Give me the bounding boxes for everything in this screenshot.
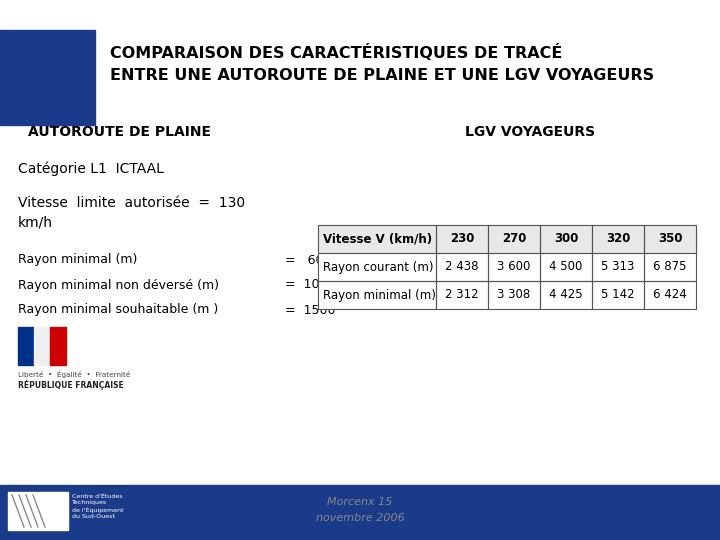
Text: Catégorie L1  ICTAAL: Catégorie L1 ICTAAL xyxy=(18,162,164,176)
Text: 4 425: 4 425 xyxy=(549,288,582,301)
Text: =   600: = 600 xyxy=(285,253,331,267)
Text: 2 312: 2 312 xyxy=(445,288,479,301)
Bar xyxy=(592,253,644,281)
Bar xyxy=(50,327,66,365)
Bar xyxy=(436,253,488,281)
Bar xyxy=(644,281,696,309)
Text: LGV VOYAGEURS: LGV VOYAGEURS xyxy=(465,125,595,139)
Text: 3 308: 3 308 xyxy=(498,288,531,301)
Text: ENTRE UNE AUTOROUTE DE PLAINE ET UNE LGV VOYAGEURS: ENTRE UNE AUTOROUTE DE PLAINE ET UNE LGV… xyxy=(110,69,654,84)
Bar xyxy=(488,281,540,309)
Text: novembre 2006: novembre 2006 xyxy=(315,513,405,523)
Bar xyxy=(436,281,488,309)
Bar xyxy=(488,253,540,281)
Bar xyxy=(488,281,540,309)
Text: 230: 230 xyxy=(450,233,474,246)
Bar xyxy=(540,281,592,309)
Bar xyxy=(0,30,95,125)
Text: Centre d'Études
Techniques
de l'Équipement
du Sud-Ouest: Centre d'Études Techniques de l'Équipeme… xyxy=(72,494,124,519)
Bar xyxy=(644,281,696,309)
Text: Rayon minimal (m): Rayon minimal (m) xyxy=(323,288,436,301)
Text: Morcenx 15: Morcenx 15 xyxy=(328,497,392,507)
Bar xyxy=(436,281,488,309)
Bar xyxy=(644,253,696,281)
Bar xyxy=(436,225,488,253)
Bar xyxy=(0,485,720,540)
Bar xyxy=(540,281,592,309)
Text: 4 500: 4 500 xyxy=(549,260,582,273)
Bar xyxy=(644,225,696,253)
Text: 350: 350 xyxy=(658,233,683,246)
Text: =  1500: = 1500 xyxy=(285,303,336,316)
Bar xyxy=(488,253,540,281)
Bar xyxy=(318,225,436,253)
Text: Vitesse V (km/h): Vitesse V (km/h) xyxy=(323,233,432,246)
Bar xyxy=(592,225,644,253)
Text: Rayon courant (m): Rayon courant (m) xyxy=(323,260,433,273)
Bar xyxy=(592,225,644,253)
Bar xyxy=(318,253,436,281)
Bar xyxy=(34,327,50,365)
Text: Rayon minimal souhaitable (m ): Rayon minimal souhaitable (m ) xyxy=(18,303,218,316)
Text: 6 875: 6 875 xyxy=(653,260,687,273)
Bar xyxy=(318,253,436,281)
Text: AUTOROUTE DE PLAINE: AUTOROUTE DE PLAINE xyxy=(28,125,211,139)
Bar xyxy=(592,281,644,309)
Bar xyxy=(644,253,696,281)
Text: 3 600: 3 600 xyxy=(498,260,531,273)
Bar xyxy=(540,253,592,281)
Text: 300: 300 xyxy=(554,233,578,246)
Text: 2 438: 2 438 xyxy=(445,260,479,273)
Text: Rayon minimal (m): Rayon minimal (m) xyxy=(18,253,138,267)
Bar xyxy=(592,281,644,309)
Text: Vitesse  limite  autorisée  =  130: Vitesse limite autorisée = 130 xyxy=(18,196,245,210)
Bar xyxy=(488,225,540,253)
Text: 5 313: 5 313 xyxy=(601,260,635,273)
Bar xyxy=(436,225,488,253)
Text: 5 142: 5 142 xyxy=(601,288,635,301)
Text: km/h: km/h xyxy=(18,216,53,230)
Bar xyxy=(318,281,436,309)
Bar xyxy=(592,253,644,281)
Text: 270: 270 xyxy=(502,233,526,246)
Bar xyxy=(436,253,488,281)
Bar xyxy=(540,225,592,253)
Text: RÉPUBLIQUE FRANÇAISE: RÉPUBLIQUE FRANÇAISE xyxy=(18,379,124,389)
Bar xyxy=(644,225,696,253)
Bar xyxy=(8,492,68,530)
Bar xyxy=(540,253,592,281)
Text: COMPARAISON DES CARACTÉRISTIQUES DE TRACÉ: COMPARAISON DES CARACTÉRISTIQUES DE TRAC… xyxy=(110,44,562,60)
Text: Liberté  •  Égalité  •  Fraternité: Liberté • Égalité • Fraternité xyxy=(18,371,130,379)
Bar xyxy=(488,225,540,253)
Text: 320: 320 xyxy=(606,233,630,246)
Bar xyxy=(18,327,34,365)
Bar xyxy=(318,281,436,309)
Text: Rayon minimal non déversé (m): Rayon minimal non déversé (m) xyxy=(18,279,219,292)
Text: =  1000: = 1000 xyxy=(285,279,336,292)
Text: 6 424: 6 424 xyxy=(653,288,687,301)
Bar xyxy=(318,225,436,253)
Bar xyxy=(540,225,592,253)
